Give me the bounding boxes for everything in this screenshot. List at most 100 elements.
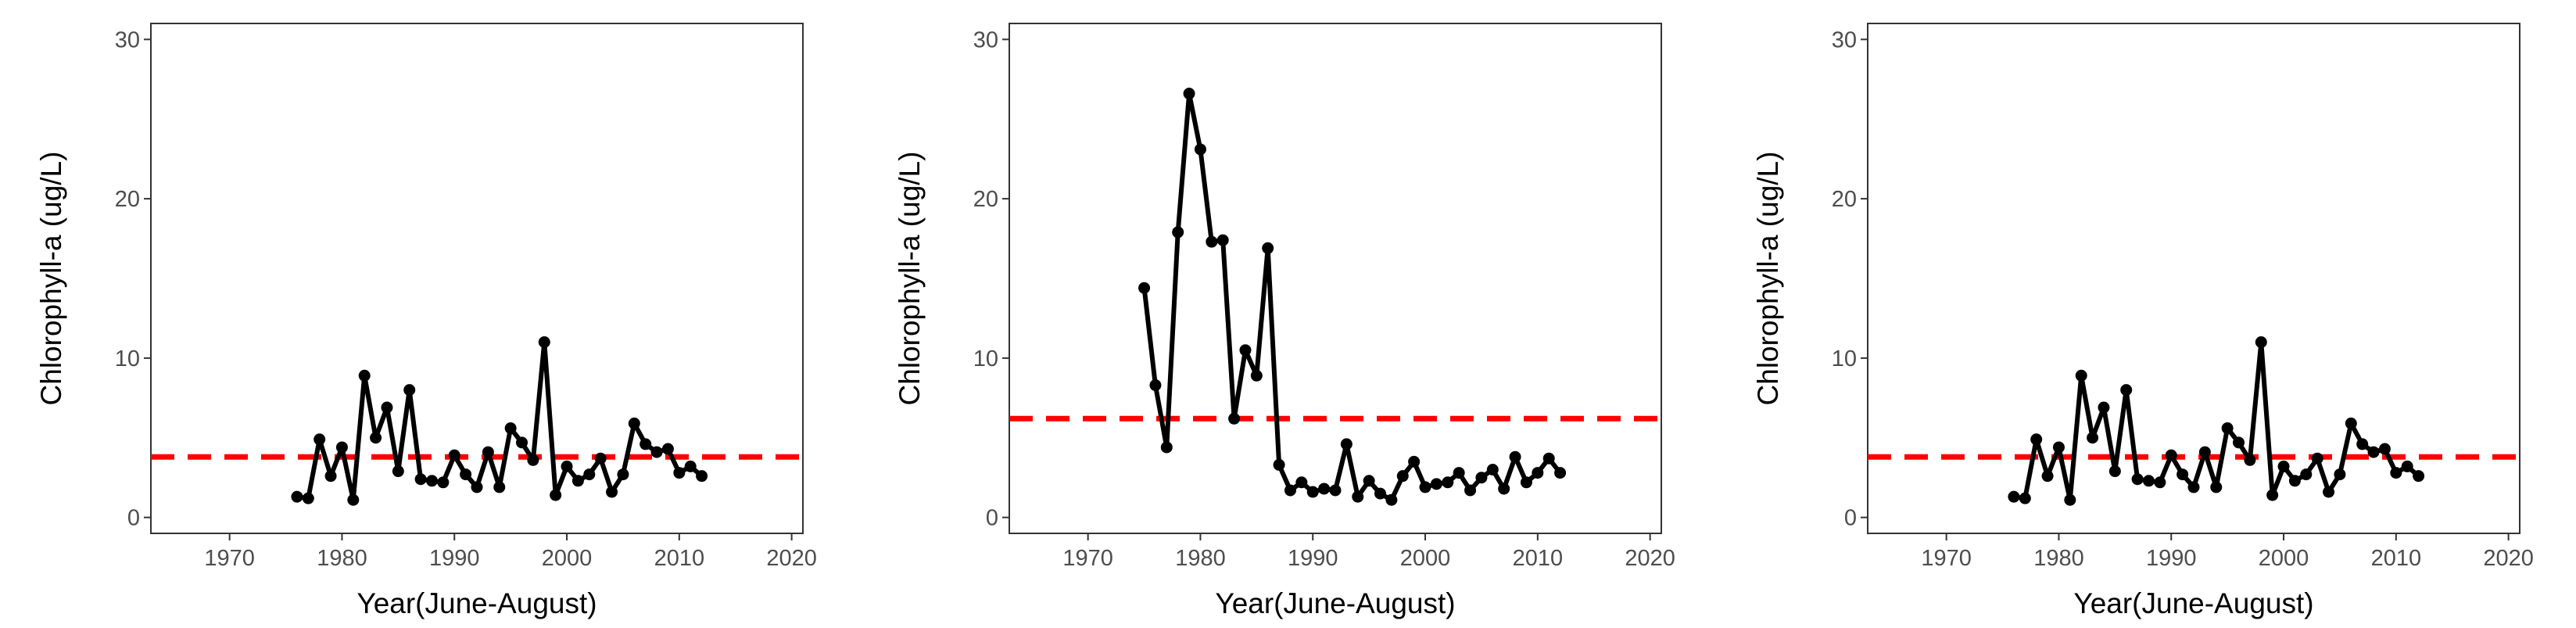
chart-1-data-point <box>324 470 337 483</box>
chart-1-y-tick-label: 10 <box>115 346 140 371</box>
chart-2-data-point <box>1453 467 1465 479</box>
chart-3-data-point <box>2378 443 2391 455</box>
chart-3-data-point <box>2041 470 2054 483</box>
chart-1-y-tick-label: 20 <box>115 187 140 212</box>
chart-2-y-tick-label: 10 <box>973 346 998 371</box>
chart-1-data-point <box>358 369 371 382</box>
chart-2-data-point <box>1183 88 1195 100</box>
chart-1-data-point <box>392 465 404 478</box>
chart-1-data-point <box>437 476 450 489</box>
chart-1-data-point <box>628 417 640 429</box>
chart-3-data-point <box>2052 441 2065 454</box>
chart-2-data-point <box>1542 452 1555 465</box>
chart-3-x-tick-label: 2020 <box>2483 546 2534 571</box>
chart-3-data-point <box>2142 475 2155 487</box>
chart-2-data-point <box>1554 467 1567 479</box>
chart-3-data-point <box>2323 486 2335 498</box>
chart-3-data-point <box>2064 493 2076 506</box>
chart-3-data-point <box>2266 489 2279 501</box>
chart-1-data-point <box>414 473 427 486</box>
chart-1-data-point <box>594 452 607 465</box>
chart-1-data-point <box>347 493 360 506</box>
chart-1-data-point <box>335 441 348 454</box>
chart-1-series-line <box>296 339 704 503</box>
chart-2-data-point <box>1340 438 1352 450</box>
chart-3-data-point <box>2390 467 2402 479</box>
chart-2-data-point <box>1498 483 1510 495</box>
chart-1-data-point <box>403 384 416 397</box>
chart-2-data-point <box>1329 484 1342 497</box>
chart-1-data-point <box>571 475 584 487</box>
chart-1-data-point <box>302 492 314 504</box>
chart-1-data-point <box>291 490 303 503</box>
chart-2-x-axis-title: Year(June-August) <box>1215 587 1455 619</box>
chart-3-x-tick-label: 1980 <box>2033 546 2084 571</box>
chart-1-data-point <box>606 486 618 498</box>
chart-2-data-point <box>1532 467 1544 479</box>
chart-3-data-point <box>2367 446 2380 458</box>
chart-3-data-point <box>2210 481 2223 493</box>
chart-3-data-point <box>2087 432 2099 444</box>
chart-2-data-point <box>1228 412 1241 425</box>
chart-3-y-tick-label: 10 <box>1832 346 1857 371</box>
chart-1-x-tick-label: 1980 <box>317 546 367 571</box>
chart-3-x-axis-title: Year(June-August) <box>2073 587 2313 619</box>
chart-2-data-point <box>1419 481 1431 493</box>
chart-3-series-line <box>2013 339 2420 503</box>
chart-3-data-point <box>2277 460 2290 472</box>
chart-3-data-point <box>2334 468 2346 481</box>
chart-1-y-tick-label: 0 <box>127 506 140 531</box>
chart-2-data-point <box>1206 235 1218 248</box>
chart-1-data-point <box>583 468 596 481</box>
chart-2-data-point <box>1509 450 1521 463</box>
chart-2-data-point <box>1396 470 1409 483</box>
chart-2-data-point <box>1149 379 1162 392</box>
chart-3-data-point <box>2154 476 2166 489</box>
chart-2-data-point <box>1374 487 1387 500</box>
chart-3-data-point <box>2300 468 2313 481</box>
chart-1-data-point <box>425 475 438 487</box>
chart-3-plot-frame <box>1867 23 2520 534</box>
chart-2-data-point <box>1464 484 1477 497</box>
chart-1-data-point <box>482 446 494 458</box>
chart-1-data-point <box>460 468 472 481</box>
chart-2-x-tick-label: 1980 <box>1175 546 1226 571</box>
chart-panel-3: 0 10 20 30 1970 1980 1990 2000 2010 2020 Year(June… <box>1717 0 2575 628</box>
chart-2-data-point <box>1520 476 1532 489</box>
chart-3-data-point <box>2255 336 2267 348</box>
chart-1-x-tick-label: 2020 <box>766 546 817 571</box>
chart-2-data-point <box>1172 226 1184 239</box>
chart-2-data-point <box>1194 143 1206 156</box>
chart-3-data-point <box>2345 417 2357 429</box>
chart-2-data-point <box>1318 483 1331 495</box>
chart-3-data-point <box>2177 468 2189 481</box>
chart-1-y-tick-label: 30 <box>115 27 140 52</box>
chart-2-y-tick-label: 30 <box>973 27 998 52</box>
chart-3-data-point <box>2008 490 2020 503</box>
chart-2-series-line <box>1141 91 1562 503</box>
chart-3-data-point <box>2401 460 2413 472</box>
chart-3-data-point <box>2098 401 2110 414</box>
chart-2-data-point <box>1160 441 1173 454</box>
chart-2-data-point <box>1486 464 1499 475</box>
chart-3-data-point <box>2019 492 2031 504</box>
chart-1-data-point <box>313 433 326 446</box>
chart-1-data-point <box>448 449 460 461</box>
chart-2-y-tick-label: 20 <box>973 187 998 212</box>
chart-panel-1: 0 10 20 30 1970 1980 1990 2000 2010 2020 Year(June… <box>0 0 858 628</box>
chart-2-x-tick-label: 2010 <box>1513 546 1564 571</box>
chart-3-data-point <box>2311 452 2323 465</box>
chart-2-data-point <box>1430 478 1442 490</box>
chart-1-x-tick-label: 1990 <box>429 546 480 571</box>
chart-3-x-tick-label: 2010 <box>2371 546 2422 571</box>
chart-3-data-point <box>2108 465 2121 478</box>
chart-1-plot-frame <box>150 23 804 534</box>
chart-1-x-axis-title: Year(June-August) <box>356 587 597 619</box>
chart-1-data-point <box>493 481 506 493</box>
chart-1-data-point <box>538 336 550 348</box>
chart-1-data-point <box>370 432 382 444</box>
chart-1-data-point <box>684 460 697 472</box>
chart-3-y-axis-title: Chlorophyll-a (ug/L) <box>1752 152 1784 406</box>
chart-2-data-point <box>1385 493 1398 506</box>
chart-2-data-point <box>1475 472 1488 484</box>
